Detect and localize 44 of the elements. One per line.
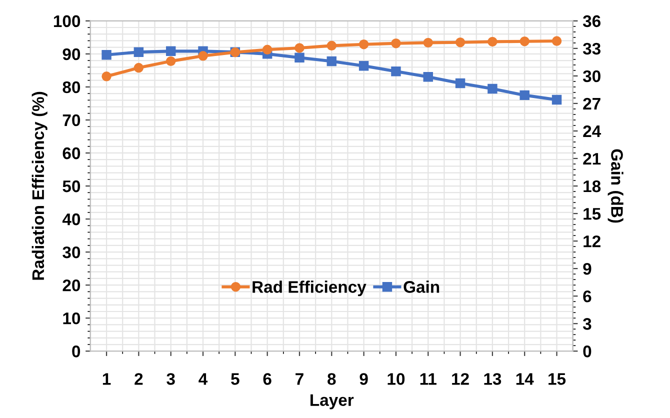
y-tick-label: 10 — [63, 312, 80, 324]
y2-tick-label: 33 — [582, 42, 601, 55]
y-tick-label: 100 — [54, 15, 80, 28]
x-tick-label: 4 — [198, 373, 208, 385]
legend-label: Gain — [404, 280, 440, 293]
y-tick-label: 30 — [62, 246, 80, 258]
y2-tick-label: 24 — [583, 125, 602, 138]
x-tick-label: 12 — [452, 373, 469, 385]
y2-tick-label: 18 — [584, 180, 601, 192]
y2-tick-label: 0 — [583, 346, 592, 358]
y2-tick-label: 15 — [584, 208, 601, 220]
x-tick-label: 8 — [328, 373, 336, 385]
y-tick-label: 80 — [62, 81, 80, 94]
x-tick-label: 9 — [360, 373, 368, 385]
y2-tick-label: 36 — [582, 15, 601, 28]
x-tick-label: 1 — [102, 373, 111, 385]
y2-tick-label: 30 — [582, 70, 600, 82]
y2-tick-label: 9 — [583, 262, 592, 275]
x-tick-label: 3 — [166, 373, 175, 385]
y-tick-label: 20 — [62, 279, 80, 292]
x-tick-label: 5 — [231, 373, 240, 385]
y-tick-label: 0 — [72, 346, 80, 358]
x-tick-label: 7 — [296, 373, 304, 385]
y2-tick-label: 3 — [582, 318, 592, 330]
y2-axis-title: Gain (dB) — [608, 149, 624, 223]
x-tick-label: 13 — [484, 373, 502, 385]
x-tick-label: 15 — [548, 373, 566, 385]
y-tick-label: 70 — [62, 114, 80, 126]
x-tick-label: 14 — [516, 373, 534, 385]
x-tick-label: 11 — [420, 373, 436, 385]
y-axis-title: Radiation Efficiency (%) — [32, 92, 48, 280]
y-tick-label: 60 — [62, 147, 80, 160]
legend-label: Rad Efficiency — [252, 280, 366, 296]
y2-tick-label: 21 — [583, 152, 601, 165]
y-tick-label: 40 — [62, 213, 80, 226]
x-axis-title: Layer — [310, 394, 354, 410]
x-tick-label: 2 — [134, 373, 143, 385]
y2-tick-label: 12 — [584, 235, 600, 248]
y-tick-label: 50 — [62, 180, 80, 192]
y-tick-label: 90 — [62, 48, 80, 60]
x-tick-label: 6 — [263, 373, 272, 385]
y2-tick-label: 27 — [583, 98, 600, 110]
y2-tick-label: 6 — [583, 290, 592, 302]
x-tick-label: 10 — [388, 373, 405, 385]
